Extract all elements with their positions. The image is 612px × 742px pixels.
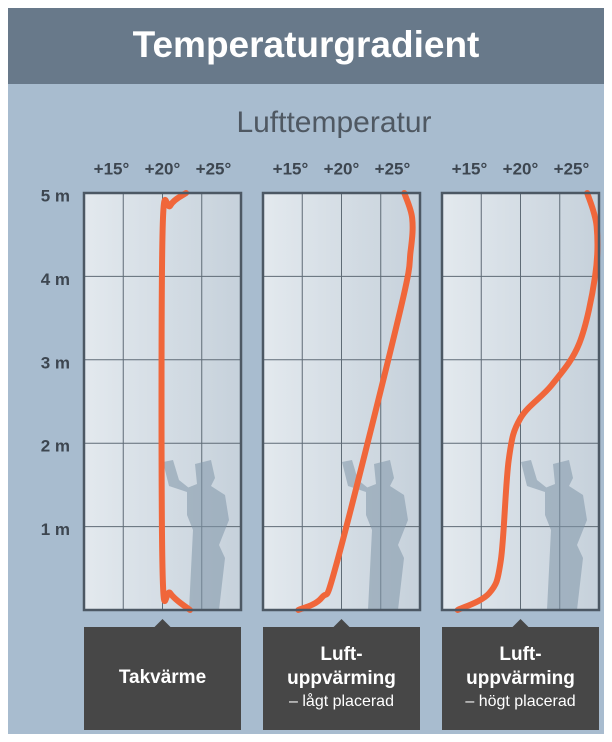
x-tick-label: +15° bbox=[273, 159, 309, 178]
y-tick-label: 3 m bbox=[41, 353, 70, 372]
caption: Luft- bbox=[499, 644, 541, 665]
x-tick-label: +20° bbox=[324, 159, 360, 178]
caption: uppvärming bbox=[287, 668, 396, 689]
y-tick-label: 5 m bbox=[41, 186, 70, 205]
subcaption: – lågt placerad bbox=[289, 692, 394, 710]
title: Temperaturgradient bbox=[133, 24, 480, 65]
x-tick-label: +20° bbox=[145, 159, 181, 178]
x-tick-label: +25° bbox=[554, 159, 590, 178]
x-tick-label: +20° bbox=[503, 159, 539, 178]
caption: uppvärming bbox=[466, 668, 575, 689]
x-axis-label: Lufttemperatur bbox=[236, 106, 431, 139]
y-tick-label: 2 m bbox=[41, 437, 70, 456]
x-tick-label: +25° bbox=[196, 159, 232, 178]
caption: Takvärme bbox=[119, 667, 206, 688]
y-tick-label: 1 m bbox=[41, 520, 70, 539]
x-tick-label: +15° bbox=[452, 159, 488, 178]
caption: Luft- bbox=[320, 644, 362, 665]
x-tick-label: +25° bbox=[375, 159, 411, 178]
subcaption: – högt placerad bbox=[465, 693, 575, 710]
infographic: Temperaturgradient Lufttemperatur +15° +2… bbox=[0, 0, 612, 742]
y-tick-label: 4 m bbox=[41, 270, 70, 289]
x-tick-label: +15° bbox=[94, 159, 130, 178]
